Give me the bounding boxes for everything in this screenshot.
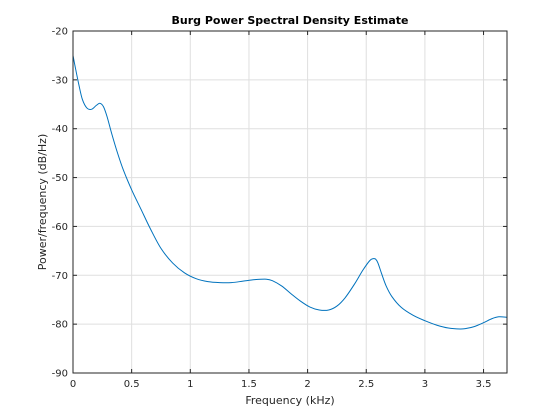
- psd-series-line: [72, 55, 508, 330]
- y-tick-label: -90: [52, 369, 68, 380]
- x-tick-label: 3.5: [476, 379, 492, 390]
- x-tick-label: 2.5: [358, 379, 374, 390]
- y-tick-label: -60: [52, 222, 68, 233]
- y-tick-label: -40: [52, 124, 68, 135]
- x-tick-label: 1: [187, 379, 193, 390]
- y-tick-label: -50: [52, 173, 68, 184]
- x-tick-label: 1.5: [241, 379, 257, 390]
- y-axis-label: Power/frequency (dB/Hz): [36, 134, 49, 271]
- plot-area: [73, 31, 507, 373]
- y-tick-label: -80: [52, 320, 68, 331]
- x-tick-label: 2: [304, 379, 310, 390]
- x-axis-label: Frequency (kHz): [245, 394, 334, 407]
- chart-title: Burg Power Spectral Density Estimate: [171, 14, 408, 27]
- ticks: 0 0.5 1 1.5 2 2.5 3 3.5 -90 -80 -70 -60 -50 -40 -30 -20: [52, 27, 507, 390]
- x-tick-label: 0.5: [124, 379, 140, 390]
- x-tick-label: 3: [422, 379, 428, 390]
- y-tick-label: -70: [52, 271, 68, 282]
- y-tick-label: -20: [52, 27, 68, 38]
- y-tick-label: -30: [52, 75, 68, 86]
- plot-frame: [72, 30, 508, 374]
- x-tick-label: 0: [70, 379, 76, 390]
- series-layer: [72, 55, 508, 330]
